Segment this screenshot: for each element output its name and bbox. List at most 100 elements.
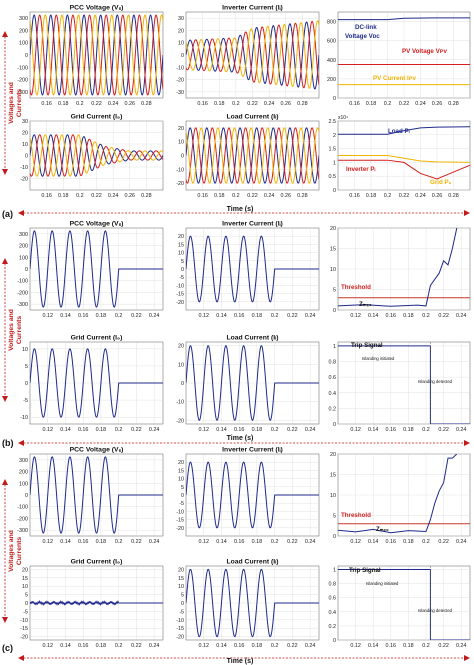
x-tick-label: 0.24: [264, 193, 275, 199]
section-label-b: (b): [2, 438, 14, 448]
x-tick-label: 0.24: [305, 643, 316, 649]
x-tick-label: 0.22: [247, 101, 258, 107]
x-tick-label: 0.12: [350, 313, 361, 319]
y-tick-label: 0: [181, 493, 184, 499]
series-line-0: [30, 14, 163, 96]
y-tick-label: 100: [19, 255, 28, 261]
y-tick-label: 1: [333, 568, 336, 574]
y-tick-label: 0: [25, 267, 28, 273]
y-tick-label: 0: [333, 638, 336, 644]
y-tick-label: -200: [17, 516, 28, 522]
x-tick-label: 0.16: [386, 643, 397, 649]
x-tick-label: 0.18: [214, 193, 225, 199]
x-tick-label: 0.22: [399, 101, 410, 107]
x-tick-label: 0.24: [108, 193, 119, 199]
x-tick-label: 0.14: [60, 313, 71, 319]
chart-panel-15: Grid Current (I₉) 20 15 10 5 0 -5 -10 -15 -20 0.12…: [20, 559, 164, 649]
x-tick-label: 0.14: [60, 539, 71, 545]
series-line-1: [186, 127, 319, 184]
x-tick-label: 0.22: [91, 101, 102, 107]
x-tick-label: 0.18: [58, 101, 69, 107]
left-axis-label: Voltages and: [8, 530, 15, 572]
y-tick-label: -20: [176, 181, 184, 187]
x-tick-label: 0.24: [415, 101, 426, 107]
x-tick-label: 0.24: [149, 643, 160, 649]
annotation: Threshold: [341, 284, 371, 291]
x-tick-label: 0.18: [366, 101, 377, 107]
annotation: Trip Signal: [349, 567, 381, 574]
y-tick-label: 0.6: [329, 596, 337, 602]
annotation: Load Pₗ: [388, 128, 410, 135]
x-tick-label: 0.18: [96, 643, 107, 649]
x-tick-label: 0.24: [305, 313, 316, 319]
left-axis-label-group: Voltages and Currents: [2, 258, 23, 402]
y-tick-label: 20: [178, 344, 184, 350]
y-tick-label: -15: [176, 292, 184, 298]
arrow-head: [2, 617, 8, 623]
y-tick-label: 15: [178, 576, 184, 582]
y-tick-label: 2: [333, 133, 336, 139]
x-tick-label: 0.18: [96, 427, 107, 433]
y-tick-label: 0.8: [329, 360, 337, 366]
series-line-1: [338, 159, 470, 180]
y-tick-label: -10: [20, 415, 28, 421]
x-tick-label: 0.14: [368, 313, 379, 319]
series-line-0: [30, 134, 163, 177]
chart-title: Load Current (Iₗ): [226, 559, 278, 566]
y-tick-label: -5: [179, 609, 184, 615]
chart-title: Inverter Current (Iᵢ): [222, 447, 283, 454]
y-tick-label: -15: [20, 626, 28, 632]
section-label-c: (c): [2, 643, 13, 653]
left-axis-label: Currents: [16, 89, 23, 118]
x-tick-label: 0.24: [108, 101, 119, 107]
y-tick-label: 200: [19, 470, 28, 476]
x-tick-label: 0.24: [456, 313, 467, 319]
x-tick-label: 0.18: [403, 313, 414, 319]
x-tick-label: 0.16: [234, 643, 245, 649]
chart-panel-11: 1 0.8 0.6 0.4 0.2 0 0.12 0.14 0.16 0.18 0.2 0.22 0.2…: [329, 341, 471, 433]
x-tick-label: 0.16: [386, 427, 397, 433]
annotation: Grid P₉: [430, 179, 452, 186]
chart-panel-12: PCC Voltage (Vₛ) 300 200 100 0 -100 -200 -300 0.…: [17, 447, 164, 545]
y-tick-label: -300: [17, 90, 28, 96]
y-tick-label: 300: [19, 458, 28, 464]
y-tick-label: -10: [176, 509, 184, 515]
series-line-0: [186, 127, 319, 184]
x-tick-label: 0.2: [422, 539, 430, 545]
y-tick-label: 5: [25, 593, 28, 599]
y-tick-label: -15: [176, 518, 184, 524]
x-tick-label: 0.12: [198, 539, 209, 545]
x-tick-label: 0.14: [60, 427, 71, 433]
y-tick-label: 20: [178, 126, 184, 132]
y-tick-label: 15: [22, 576, 28, 582]
y-multiplier: x10⁴: [338, 115, 348, 121]
time-axis-group: Time (s): [18, 655, 470, 665]
x-tick-label: 0.18: [96, 313, 107, 319]
plot-area: [337, 565, 471, 641]
arrow-head: [464, 210, 470, 216]
x-tick-label: 0.16: [234, 427, 245, 433]
y-tick-label: -10: [20, 165, 28, 171]
y-tick-label: 1: [333, 160, 336, 166]
x-tick-label: 0.12: [198, 313, 209, 319]
x-tick-label: 0.2: [271, 539, 279, 545]
y-tick-label: -5: [179, 501, 184, 507]
y-tick-label: -5: [23, 398, 28, 404]
arrow-head: [2, 258, 8, 264]
y-tick-label: 5: [25, 364, 28, 370]
series-line-1: [30, 14, 163, 96]
x-tick-label: 0.2: [422, 427, 430, 433]
y-tick-label: 0.5: [329, 174, 337, 180]
x-tick-label: 0.22: [438, 643, 449, 649]
left-axis-label-group: Voltages and Currents: [2, 31, 23, 175]
y-tick-label: 10: [178, 251, 184, 257]
y-tick-label: 10: [178, 362, 184, 368]
annotation: DC-link: [355, 24, 377, 31]
x-tick-label: 0.2: [76, 101, 84, 107]
x-tick-label: 0.22: [287, 643, 298, 649]
x-tick-label: 0.24: [149, 539, 160, 545]
y-tick-label: 0: [25, 381, 28, 387]
y-tick-label: 20: [178, 234, 184, 240]
x-tick-label: 0.2: [422, 313, 430, 319]
left-axis-label: Currents: [16, 537, 23, 566]
